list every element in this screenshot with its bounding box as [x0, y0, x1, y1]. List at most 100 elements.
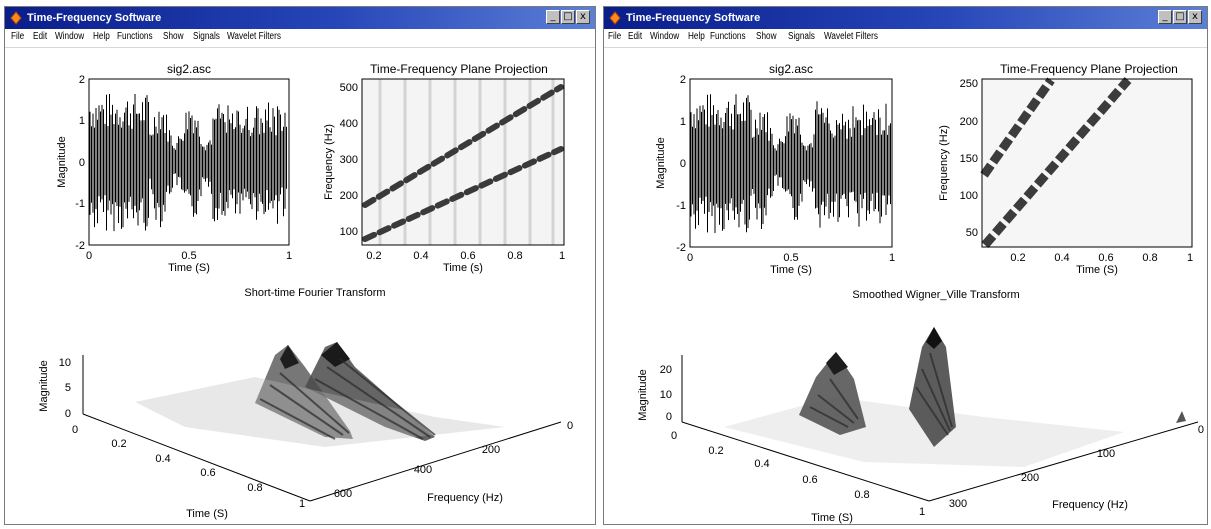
x-tick: 0.4: [413, 250, 428, 262]
transform-title: Short-time Fourier Transform: [244, 287, 385, 299]
z-tick: 10: [660, 389, 672, 401]
maximize-button[interactable]: □: [1173, 10, 1187, 24]
freq-tick: 0: [567, 420, 573, 432]
menu-bar: File Edit Window Help Functions Show Sig…: [5, 29, 595, 48]
z-tick: 5: [65, 382, 71, 394]
frequency-axis: [309, 421, 562, 502]
menu-show[interactable]: Show: [756, 31, 777, 42]
menu-file[interactable]: File: [608, 31, 622, 42]
x-tick: 0.5: [181, 250, 196, 262]
tf-plot-title: Time-Frequency Plane Projection: [370, 62, 548, 76]
y-axis-label: Magnitude: [56, 136, 68, 187]
y-axis-label: Frequency (Hz): [323, 124, 335, 200]
y-tick: 500: [340, 82, 358, 94]
y-tick: 1: [680, 116, 686, 128]
time-tick: 1: [299, 498, 305, 510]
menu-wavelet-filters[interactable]: Wavelet Filters: [824, 31, 878, 42]
z-tick: 0: [65, 408, 71, 420]
freq-tick: 300: [949, 498, 967, 510]
y-tick: -1: [75, 198, 85, 210]
y-tick: 200: [960, 116, 978, 128]
y-tick: 0: [79, 157, 85, 169]
menu-functions[interactable]: Functions: [117, 31, 153, 42]
z-axis-label: Magnitude: [38, 360, 50, 411]
signal-plot-title: sig2.asc: [769, 62, 813, 76]
freq-tick: 0: [1198, 424, 1204, 436]
app-icon: [10, 11, 22, 25]
time-tick: 0.4: [155, 453, 170, 465]
z-tick: 10: [59, 357, 71, 369]
y-tick: 400: [340, 118, 358, 130]
window-title: Time-Frequency Software: [27, 12, 162, 24]
close-button[interactable]: x: [1188, 10, 1202, 24]
x-tick: 0.2: [366, 250, 381, 262]
close-button[interactable]: x: [576, 10, 590, 24]
title-bar[interactable]: Time-Frequency Software _ □ x: [604, 7, 1207, 29]
y-tick: 50: [966, 227, 978, 239]
menu-signals[interactable]: Signals: [788, 31, 815, 42]
y-tick: 100: [340, 226, 358, 238]
time-axis: [82, 413, 311, 502]
window-title: Time-Frequency Software: [626, 12, 761, 24]
menu-functions[interactable]: Functions: [710, 31, 746, 42]
menu-signals[interactable]: Signals: [193, 31, 220, 42]
menu-wavelet-filters[interactable]: Wavelet Filters: [227, 31, 281, 42]
time-tick: 0.6: [802, 474, 817, 486]
tf-plot-background: [982, 79, 1192, 247]
tf-plot-title: Time-Frequency Plane Projection: [1000, 62, 1178, 76]
tf-plane-plot: Time-Frequency Plane Projection 500 400 …: [323, 62, 565, 274]
x-axis-label: Time (S): [1076, 264, 1118, 276]
x-tick: 1: [286, 250, 292, 262]
signal-plot-frame: [689, 78, 893, 248]
menu-window[interactable]: Window: [650, 31, 680, 42]
minimize-button[interactable]: _: [1158, 10, 1172, 24]
signal-plot: sig2.asc 2 1 0 -1 -2 0 0.5 1 Time (S) Ma…: [56, 62, 292, 274]
z-tick: 0: [666, 411, 672, 423]
y-axis-label: Frequency (Hz): [938, 125, 950, 201]
tf-ridge-lower: [362, 146, 564, 242]
time-tick: 0.2: [708, 445, 723, 457]
app-window-wigner-ville: Time-Frequency Software _ □ x File Edit …: [603, 6, 1208, 525]
freq-tick: 400: [414, 464, 432, 476]
x-tick: 0.5: [783, 252, 798, 264]
minimize-button[interactable]: _: [546, 10, 560, 24]
y-tick: -2: [676, 242, 686, 254]
menu-bar: File Edit Window Help Functions Show Sig…: [604, 29, 1207, 48]
x-tick: 1: [889, 252, 895, 264]
x-tick: 0: [687, 252, 693, 264]
freq-tick: 200: [482, 444, 500, 456]
y-tick: 250: [960, 78, 978, 90]
y-tick: 300: [340, 154, 358, 166]
y-tick: 150: [960, 153, 978, 165]
time-axis-label: Time (S): [186, 508, 228, 520]
menu-help[interactable]: Help: [688, 31, 705, 42]
menu-window[interactable]: Window: [55, 31, 85, 42]
y-tick: 200: [340, 190, 358, 202]
freq-tick: 600: [334, 488, 352, 500]
x-tick: 0.2: [1010, 252, 1025, 264]
frequency-axis: [928, 421, 1199, 502]
time-axis: [681, 421, 930, 502]
signal-waveform: [89, 94, 287, 232]
y-axis-label: Magnitude: [655, 137, 667, 188]
plot-canvas: sig2.asc 2 1 0 -1 -2 0 0.5 1 Time (S) Ma…: [38, 62, 573, 520]
surface-plot: 20 10 0 Magnitude 0 0.2 0.4 0.6 0.8 1 Ti…: [637, 327, 1204, 524]
time-tick: 0: [72, 424, 78, 436]
x-tick: 1: [1187, 252, 1193, 264]
menu-edit[interactable]: Edit: [33, 31, 48, 42]
x-axis-label: Time (S): [770, 264, 812, 276]
x-tick: 0.8: [1142, 252, 1157, 264]
title-bar[interactable]: Time-Frequency Software _ □ x: [5, 7, 595, 29]
y-tick: 0: [680, 158, 686, 170]
x-axis-label: Time (s): [443, 262, 483, 274]
menu-show[interactable]: Show: [163, 31, 184, 42]
menu-edit[interactable]: Edit: [628, 31, 643, 42]
y-tick: 2: [79, 74, 85, 86]
freq-axis-label: Frequency (Hz): [1052, 499, 1128, 511]
maximize-button[interactable]: □: [561, 10, 575, 24]
plot-canvas: sig2.asc 2 1 0 -1 -2 0 0.5 1 Time (S) Ma…: [637, 62, 1204, 524]
tf-plot-frame: [361, 78, 565, 246]
menu-file[interactable]: File: [11, 31, 25, 42]
menu-help[interactable]: Help: [93, 31, 110, 42]
time-tick: 0: [671, 430, 677, 442]
